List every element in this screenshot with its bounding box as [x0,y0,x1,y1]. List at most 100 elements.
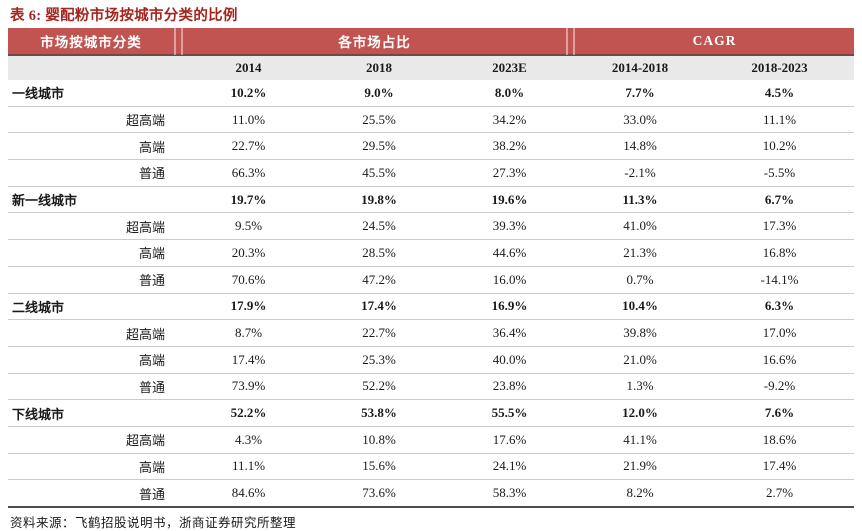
value-cell: 9.5% [234,218,263,234]
table-row-segment: 高端 17.4% 25.3% 40.0% 21.0% 16.6% [8,346,854,373]
value-cell: 23.8% [492,378,527,394]
value-cell: 44.6% [492,244,527,260]
value-cell: 10.4% [622,298,658,314]
value-cell: 66.3% [231,164,266,180]
value-cell: 21.3% [623,244,657,260]
table-row-segment: 超高端 9.5% 24.5% 39.3% 41.0% 17.3% [8,212,854,240]
value-cell: 39.3% [492,218,527,234]
value-cell: 18.6% [762,431,797,447]
row-label: 超高端 [125,113,165,129]
value-cell: 52.2% [230,405,267,421]
table-row-segment: 普通 66.3% 45.5% 27.3% -2.1% -5.5% [8,159,854,187]
value-cell: 11.0% [231,111,266,127]
value-cell: 29.5% [362,138,396,154]
value-cell: 14.8% [623,138,657,154]
value-cell: 17.4% [231,351,266,367]
table-row-segment: 普通 70.6% 47.2% 16.0% 0.7% -14.1% [8,266,854,293]
value-cell: 6.7% [764,191,795,207]
subheader-row: 2014 2018 2023E 2014-2018 2018-2023 [8,56,854,80]
value-cell: 73.9% [231,378,266,394]
value-cell: 16.0% [492,271,527,287]
value-cell: 20.3% [231,244,266,260]
value-cell: 70.6% [231,271,266,287]
value-cell: 73.6% [362,485,396,501]
value-cell: 22.7% [231,138,266,154]
value-cell: 8.0% [494,84,525,100]
value-cell: 36.4% [492,325,527,341]
value-cell: 33.0% [623,111,657,127]
value-cell: 15.6% [362,458,396,474]
value-cell: 8.2% [626,485,654,501]
table-row-city-tier: 二线城市 17.9% 17.4% 16.9% 10.4% 6.3% [8,293,854,320]
table-row-segment: 高端 20.3% 28.5% 44.6% 21.3% 16.8% [8,239,854,267]
value-cell: 17.4% [361,298,397,314]
table-row-city-tier: 新一线城市 19.7% 19.8% 19.6% 11.3% 6.7% [8,186,854,213]
value-cell: 25.5% [362,111,396,127]
row-label: 高端 [138,459,165,475]
table-row-city-tier: 下线城市 52.2% 53.8% 55.5% 12.0% 7.6% [8,399,854,427]
value-cell: 17.4% [762,458,797,474]
row-label: 超高端 [125,219,165,235]
value-cell: 4.3% [234,431,263,447]
value-cell: -9.2% [763,378,796,394]
header-group-cagr: CAGR [692,33,737,48]
table-row-city-tier: 一线城市 10.2% 9.0% 8.0% 7.7% 4.5% [8,80,854,106]
source-note: 资料来源：飞鹤招股说明书，浙商证券研究所整理 [10,516,297,530]
column-header: 2018-2023 [705,56,854,80]
value-cell: 19.8% [361,191,397,207]
row-label: 普通 [138,273,165,289]
value-cell: -14.1% [760,271,799,287]
subheader-empty-cell [8,56,183,80]
value-cell: 7.6% [764,405,795,421]
row-label: 高端 [138,246,165,262]
column-header: 2014-2018 [575,56,705,80]
value-cell: -2.1% [624,164,656,180]
value-cell: 45.5% [362,164,396,180]
value-cell: 12.0% [622,405,658,421]
value-cell: 21.9% [623,458,657,474]
table-row-segment: 普通 73.9% 52.2% 23.8% 1.3% -9.2% [8,373,854,400]
table-row-segment: 超高端 11.0% 25.5% 34.2% 33.0% 11.1% [8,106,854,133]
header-group-separator [174,27,183,55]
value-cell: 10.8% [362,431,396,447]
value-cell: 11.1% [762,111,797,127]
row-label: 新一线城市 [12,193,78,209]
value-cell: 16.9% [491,298,528,314]
value-cell: 24.1% [492,458,527,474]
value-cell: 2.7% [765,485,794,501]
value-cell: 19.6% [491,191,528,207]
value-cell: 17.6% [492,431,527,447]
value-cell: 17.0% [762,325,797,341]
value-cell: 41.1% [623,431,657,447]
table-row-segment: 超高端 8.7% 22.7% 36.4% 39.8% 17.0% [8,319,854,347]
value-cell: 1.3% [626,378,654,394]
row-label: 普通 [138,379,165,395]
row-label: 高端 [138,139,165,155]
value-cell: 38.2% [492,138,527,154]
value-cell: 52.2% [362,378,396,394]
value-cell: -5.5% [763,164,796,180]
value-cell: 22.7% [362,325,396,341]
value-cell: 24.5% [362,218,396,234]
value-cell: 27.3% [492,164,527,180]
value-cell: 10.2% [762,138,797,154]
value-cell: 28.5% [362,244,396,260]
value-cell: 17.9% [230,298,267,314]
value-cell: 11.3% [622,191,658,207]
row-label: 超高端 [125,433,165,449]
value-cell: 9.0% [364,84,394,100]
table-row-segment: 高端 22.7% 29.5% 38.2% 14.8% 10.2% [8,132,854,160]
value-cell: 4.5% [764,84,795,100]
row-label: 下线城市 [12,406,65,422]
table-header-band: 市场按城市分类 各市场占比 CAGR [8,27,854,56]
header-group-market-share: 各市场占比 [338,35,411,50]
value-cell: 40.0% [492,351,527,367]
value-cell: 11.1% [231,458,266,474]
value-cell: 34.2% [492,111,527,127]
value-cell: 21.0% [623,351,657,367]
value-cell: 19.7% [230,191,267,207]
column-header: 2014 [183,56,314,80]
value-cell: 8.7% [234,325,263,341]
value-cell: 7.7% [625,84,655,100]
